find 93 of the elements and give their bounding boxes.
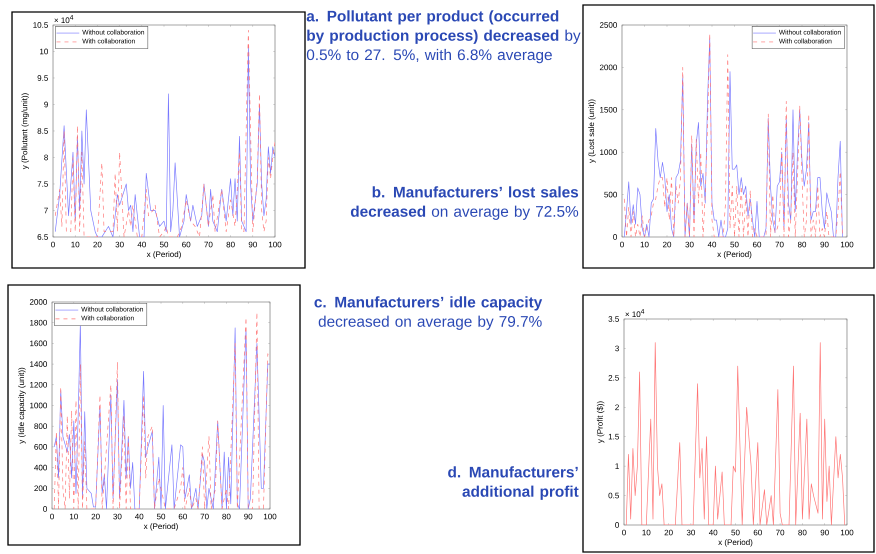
x-tick-label: 90 xyxy=(820,530,829,536)
x-tick-label: 10 xyxy=(640,242,649,248)
y-tick-label: 0 xyxy=(615,522,619,528)
x-tick-label: 20 xyxy=(664,530,673,536)
x-tick-label: 0 xyxy=(620,242,624,248)
y-tick-label: 1600 xyxy=(30,340,47,346)
y-tick-label: 2000 xyxy=(600,64,617,70)
y-tick-label: 9.5 xyxy=(38,75,48,81)
y-axis-title: y (Lost sale (unit)) xyxy=(588,99,596,163)
text: b. Manufacturers’ lost sales decreased on average by 72.5% xyxy=(350,186,578,220)
x-tick-label: 80 xyxy=(226,242,235,248)
x-tick-label: 50 xyxy=(730,242,739,248)
line-series xyxy=(626,342,846,525)
y-axis-title: y (Pollutant (mg/unit)) xyxy=(21,93,29,170)
text: × 10$^{4}$ xyxy=(54,15,74,24)
x-tick-label: 100 xyxy=(840,530,854,536)
y-tick-label: 10.5 xyxy=(33,22,48,28)
y-tick-label: 1400 xyxy=(30,361,47,367)
x-tick-label: 30 xyxy=(685,242,694,248)
x-tick-label: 20 xyxy=(93,242,102,248)
x-tick-label: 80 xyxy=(798,530,807,536)
x-axis-title: x (Period) xyxy=(717,251,752,259)
y-tick-label: 2000 xyxy=(30,299,47,305)
x-tick-label: 70 xyxy=(775,242,784,248)
y-tick-label: 3 xyxy=(615,346,619,352)
x-tick-label: 0 xyxy=(51,242,55,248)
y-tick-label: 1000 xyxy=(600,149,617,156)
y-tick-label: 1800 xyxy=(30,320,47,326)
y-tick-label: 1200 xyxy=(30,382,47,388)
x-tick-label: 40 xyxy=(134,514,144,520)
x-tick-label: 40 xyxy=(708,242,716,248)
x-tick-label: 30 xyxy=(115,242,124,248)
x-axis-title: x (Period) xyxy=(146,251,181,259)
y-tick-label: 200 xyxy=(34,485,47,492)
x-tick-label: 70 xyxy=(204,242,213,248)
x-tick-label: 50 xyxy=(160,242,168,248)
x-tick-label: 50 xyxy=(156,514,166,520)
x-tick-label: 30 xyxy=(686,530,696,536)
x-tick-label: 100 xyxy=(268,242,282,248)
y-tick-label: 400 xyxy=(34,464,47,470)
x-tick-label: 10 xyxy=(70,514,78,520)
y-tick-label: 800 xyxy=(34,423,47,430)
y-tick-label: 7.5 xyxy=(38,181,48,187)
y-axis-title: y (Idle capacity (unit)) xyxy=(18,368,26,444)
x-tick-label: 60 xyxy=(178,514,187,520)
y-tick-label: 1000 xyxy=(30,402,47,408)
y-tick-label: 500 xyxy=(604,192,617,198)
x-tick-label: 90 xyxy=(244,514,252,520)
x-tick-label: 40 xyxy=(708,530,718,536)
y-tick-label: 0 xyxy=(43,506,47,512)
y-tick-label: 1500 xyxy=(600,106,617,113)
x-tick-label: 60 xyxy=(754,530,762,536)
x-tick-label: 80 xyxy=(798,242,806,248)
x-axis-title: x (Period) xyxy=(718,539,752,547)
text: c. Manufacturers’ idle capacity decreased on average by 79.7% xyxy=(314,296,542,330)
x-tick-label: 0 xyxy=(622,530,626,536)
y-tick-label: 3.5 xyxy=(608,316,619,322)
y-tick-label: 10 xyxy=(40,48,48,54)
x-tick-label: 60 xyxy=(182,242,190,248)
x-tick-label: 20 xyxy=(92,514,100,520)
text: a. Pollutant per product (occurred by production process) decreased by 0.5% to 27. 5%, with 6.8% average xyxy=(306,10,581,64)
x-tick-label: 70 xyxy=(200,514,209,520)
y-tick-label: 8.5 xyxy=(38,128,48,134)
y-tick-label: 1 xyxy=(615,463,619,469)
y-tick-label: 0.5 xyxy=(608,492,619,498)
y-tick-label: 2.5 xyxy=(608,375,619,381)
x-tick-label: 40 xyxy=(138,242,146,248)
y-tick-label: 9 xyxy=(44,102,48,108)
x-tick-label: 0 xyxy=(50,514,54,520)
x-tick-label: 90 xyxy=(248,242,257,248)
x-tick-label: 30 xyxy=(113,514,122,520)
y-tick-label: 600 xyxy=(34,444,47,450)
y-tick-label: 7 xyxy=(44,208,48,214)
x-tick-label: 10 xyxy=(71,242,80,248)
y-tick-label: 1.5 xyxy=(608,434,619,440)
x-tick-label: 50 xyxy=(731,530,740,536)
y-tick-label: 2 xyxy=(615,404,619,410)
y-tick-label: 8 xyxy=(44,154,48,160)
y-tick-label: 2500 xyxy=(600,22,617,28)
x-tick-label: 60 xyxy=(752,242,762,248)
x-axis-title: x (Period) xyxy=(144,523,178,531)
text: d. Manufacturers’ additional profit xyxy=(448,466,579,500)
x-tick-label: 100 xyxy=(264,514,276,520)
x-tick-label: 90 xyxy=(820,242,829,248)
y-tick-label: 6.5 xyxy=(38,234,48,240)
y-tick-label: 0 xyxy=(613,234,617,240)
x-tick-label: 10 xyxy=(642,530,650,536)
x-tick-label: 80 xyxy=(222,514,231,520)
x-tick-label: 100 xyxy=(840,242,854,248)
x-tick-label: 20 xyxy=(662,242,672,248)
text: × 10$^{4}$ xyxy=(625,309,644,318)
y-axis-title: y (Profit ($)) xyxy=(596,401,604,444)
x-tick-label: 70 xyxy=(776,530,784,536)
